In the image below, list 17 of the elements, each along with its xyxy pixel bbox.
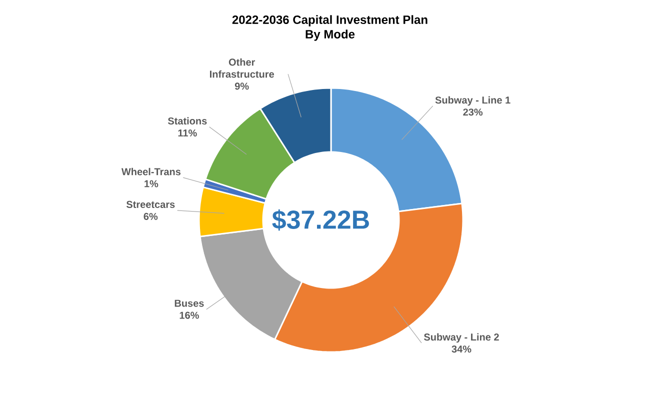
data-label: 11% — [178, 129, 197, 136]
text: $37.22B — [272, 209, 369, 231]
slice-label: Stations — [168, 117, 207, 125]
data-label: 16% — [180, 312, 199, 319]
slice-label: Subway - Line 2 — [424, 333, 499, 343]
slice-label: Streetcars — [126, 200, 175, 208]
slice-label: Buses — [174, 300, 204, 307]
slice-label: Wheel-Trans — [121, 168, 181, 176]
data-label: 6% — [144, 212, 158, 220]
slice-label: Other Infrastructure — [210, 58, 274, 78]
data-label: 34% — [452, 346, 472, 353]
data-label: 1% — [144, 180, 158, 188]
data-label: 9% — [234, 82, 249, 90]
slice-label: Subway - Line 1 — [435, 96, 510, 106]
data-label: 23% — [463, 108, 483, 116]
chart-subtitle: By Mode — [306, 30, 355, 41]
chart-title: 2022-2036 Capital Investment Plan — [232, 15, 428, 26]
